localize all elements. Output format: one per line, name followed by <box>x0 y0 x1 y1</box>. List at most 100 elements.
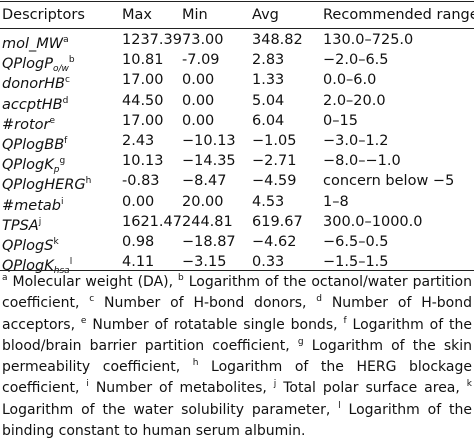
avg-value: 1.33 <box>252 72 285 89</box>
min-value: 73.00 <box>182 32 224 48</box>
avg-value: 619.67 <box>252 213 303 230</box>
recommended-range-value: −8.0–−1.0 <box>323 153 401 170</box>
min-value: −18.87 <box>182 234 236 250</box>
descriptor-name: #metabi <box>2 191 64 217</box>
recommended-range-value: −6.5–0.5 <box>323 234 389 250</box>
descriptor-name: donorHBc <box>2 69 70 95</box>
table-row: QPlogHERGh -0.83 −8.47 −4.59 concern below −… <box>0 170 474 193</box>
footnote-marker: a <box>2 273 8 283</box>
recommended-range-value: 0.0–6.0 <box>323 72 377 89</box>
min-value: 244.81 <box>182 213 233 230</box>
descriptor-label: #metab <box>2 197 61 214</box>
footnote-marker: b <box>178 273 184 283</box>
min-value: -7.09 <box>182 52 220 69</box>
footnote-marker: f <box>343 315 347 326</box>
footnote-marker: k <box>466 379 472 390</box>
table-footnotes: a Molecular weight (DA), b Logarithm of … <box>2 272 472 442</box>
avg-value: −4.62 <box>252 234 297 250</box>
footnote-marker: d <box>62 95 69 106</box>
max-value: -0.83 <box>122 173 160 190</box>
avg-value: 2.83 <box>252 52 285 69</box>
header-min: Min <box>182 7 208 23</box>
footnote-marker: a <box>63 35 69 45</box>
footnote-text: Logarithm of the skin permeability coeff… <box>2 337 472 376</box>
descriptor-name: #rotore <box>2 110 55 136</box>
avg-value: 5.04 <box>252 92 285 109</box>
recommended-range-value: concern below −5 <box>323 173 455 190</box>
max-value: 44.50 <box>122 92 164 109</box>
footnote-marker: d <box>316 294 322 305</box>
descriptor-name: QPlogSk <box>2 231 59 257</box>
footnote-text: Logarithm of the blood/brain barrier par… <box>2 316 472 354</box>
descriptor-label: QPlogK <box>2 157 54 174</box>
avg-value: 0.33 <box>252 254 285 271</box>
min-value: −8.47 <box>182 173 227 190</box>
descriptor-name: mol_MWa <box>2 29 69 55</box>
descriptor-subscript: o/w <box>53 64 69 75</box>
descriptor-subscript: hsa <box>53 266 70 277</box>
descriptor-label: QPlogHERG <box>2 177 86 194</box>
footnote-marker: i <box>60 196 64 207</box>
max-value: 1237.39 <box>122 32 182 48</box>
footnote-marker: j <box>38 216 42 227</box>
table-row: #rotore 17.00 0.00 6.04 0–15 <box>0 110 474 133</box>
min-value: 20.00 <box>182 193 224 210</box>
recommended-range-value: −1.5–1.5 <box>323 254 389 271</box>
avg-value: −2.71 <box>252 153 297 170</box>
footnote-text: Number of H-bond acceptors, <box>2 295 473 333</box>
table-row: mol_MWa 1237.39 73.00 348.82 130.0–725.0 <box>0 29 474 52</box>
min-value: −10.13 <box>182 133 236 149</box>
footnote-marker: h <box>192 358 199 369</box>
table-row: accptHBd 44.50 0.00 5.04 2.0–20.0 <box>0 90 474 113</box>
footnote-marker: e <box>49 115 56 126</box>
descriptor-label: QPlogP <box>2 56 54 73</box>
min-value: 0.00 <box>182 92 215 109</box>
descriptor-label: QPlogS <box>2 238 54 254</box>
avg-value: −4.59 <box>252 173 297 190</box>
descriptor-name: QPlogPo/wb <box>2 49 75 80</box>
footnote-marker: c <box>89 294 95 305</box>
footnote-marker: l <box>338 400 341 411</box>
footnote-text: Molecular weight (DA), <box>7 274 179 290</box>
recommended-range-value: −2.0–6.5 <box>323 52 389 69</box>
table-header-row: Descriptors Max Min Avg Recommended rang… <box>0 4 474 26</box>
footnote-marker: f <box>64 136 68 146</box>
table-row: #metabi 0.00 20.00 4.53 1–8 <box>0 191 474 214</box>
max-value: 10.13 <box>122 153 164 170</box>
min-value: −14.35 <box>182 153 236 170</box>
recommended-range-value: 300.0–1000.0 <box>323 213 423 230</box>
avg-value: 4.53 <box>252 193 285 210</box>
recommended-range-value: −3.0–1.2 <box>323 133 389 149</box>
avg-value: 6.04 <box>252 112 285 129</box>
footnote-marker: i <box>86 379 89 390</box>
descriptor-name: QPlogHERGh <box>2 170 91 196</box>
max-value: 17.00 <box>122 112 164 129</box>
footnote-marker: l <box>69 257 73 268</box>
descriptor-name: QPlogKpg <box>2 150 65 181</box>
recommended-range-value: 2.0–20.0 <box>323 92 386 109</box>
descriptor-label: QPlogBB <box>2 137 65 153</box>
footnote-text: Logarithm of the HERG blockage coefficie… <box>2 359 472 397</box>
recommended-range-value: 0–15 <box>323 112 358 129</box>
max-value: 1621.47 <box>122 213 182 230</box>
footnote-text: Logarithm of the octanol/water partition… <box>2 274 472 312</box>
descriptor-label: TPSA <box>2 217 39 234</box>
header-max: Max <box>122 7 152 23</box>
descriptor-name: QPlogBBf <box>2 130 67 156</box>
table-row: QPlogKpg 10.13 −14.35 −2.71 −8.0–−1.0 <box>0 150 474 175</box>
footnote-marker: c <box>64 75 70 86</box>
header-descriptors: Descriptors <box>2 7 85 23</box>
footnote-marker: j <box>273 379 277 390</box>
descriptor-label: #rotor <box>2 116 50 133</box>
recommended-range-value: 130.0–725.0 <box>323 32 414 48</box>
footnote-text: Number of metabolites, <box>88 380 274 397</box>
footnote-marker: g <box>297 336 304 347</box>
max-value: 10.81 <box>122 52 164 69</box>
table-row: TPSAj 1621.47 244.81 619.67 300.0–1000.0 <box>0 211 474 234</box>
footnote-marker: b <box>68 55 75 66</box>
footnote-text: Number of H-bond donors, <box>94 295 317 312</box>
max-value: 2.43 <box>122 133 155 149</box>
min-value: 0.00 <box>182 72 215 89</box>
descriptor-label: donorHB <box>2 76 65 93</box>
avg-value: −1.05 <box>252 133 297 149</box>
